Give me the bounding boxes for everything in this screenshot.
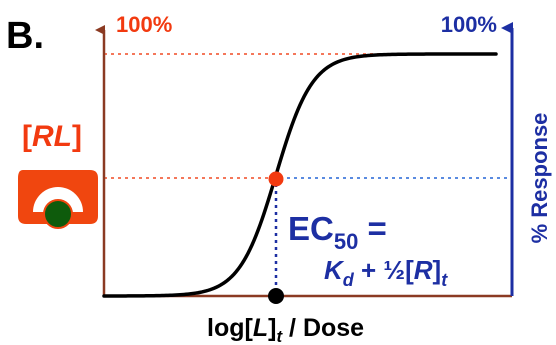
complex-label: [RL] [22, 120, 82, 153]
left-axis-top-label: 100% [116, 12, 172, 37]
panel-label: B. [6, 15, 44, 57]
ec50-point [268, 171, 284, 187]
x-axis-ec50-marker [268, 288, 284, 304]
dose-response-curve [102, 52, 498, 298]
ec50-formula-line1: EC50 = [288, 210, 387, 254]
right-axis-title: % Response [527, 113, 552, 244]
right-axis-top-label: 100% [441, 12, 497, 37]
ec50-formula-line2: Kd + ½[R]t [324, 255, 448, 290]
receptor-ligand-complex-icon [18, 170, 98, 229]
x-axis-label: log[L]t / Dose [207, 314, 364, 345]
